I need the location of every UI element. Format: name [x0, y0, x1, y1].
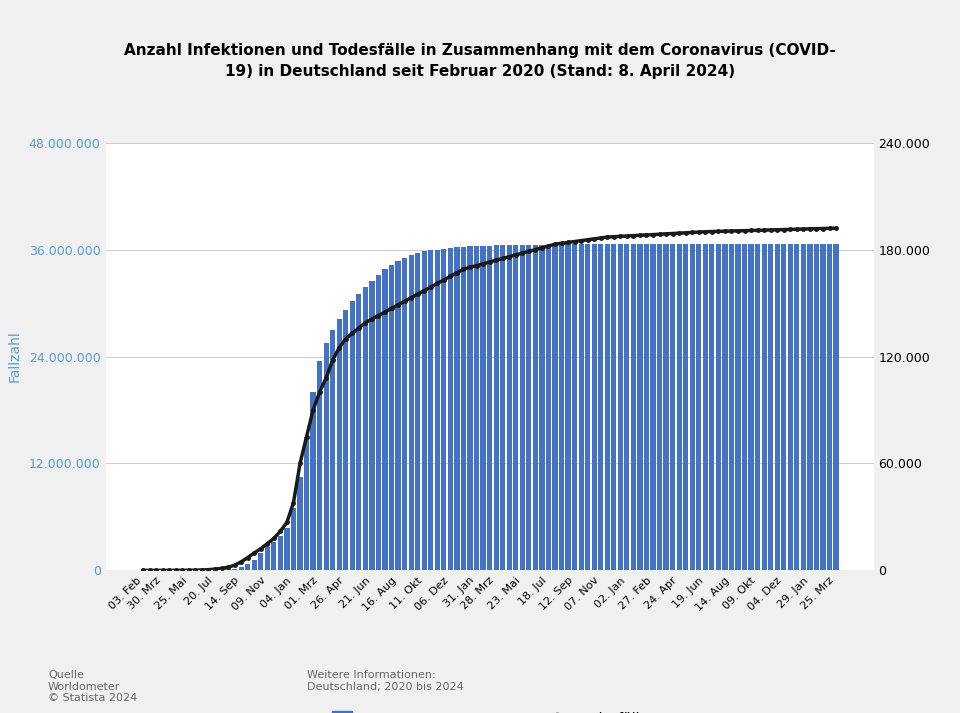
Bar	[552, 245, 558, 570]
Bar	[749, 244, 754, 570]
Bar	[605, 245, 610, 570]
Bar	[657, 244, 662, 570]
Y-axis label: Fallzahl: Fallzahl	[8, 331, 22, 382]
Bar	[396, 261, 400, 570]
Bar	[801, 244, 806, 570]
Bar	[703, 244, 708, 570]
Bar	[232, 569, 237, 570]
Bar	[684, 244, 688, 570]
Bar	[454, 247, 460, 570]
Bar	[468, 247, 472, 570]
Bar	[565, 245, 570, 570]
Bar	[435, 250, 440, 570]
Bar	[487, 245, 492, 570]
Bar	[447, 248, 453, 570]
Bar	[644, 244, 649, 570]
Bar	[677, 244, 682, 570]
Bar	[546, 245, 551, 570]
Bar	[761, 244, 767, 570]
Legend: Infektionen (kumulativ), Todesfälle: Infektionen (kumulativ), Todesfälle	[326, 706, 653, 713]
Bar	[265, 548, 270, 570]
Bar	[755, 244, 760, 570]
Text: Weitere Informationen:
Deutschland; 2020 bis 2024: Weitere Informationen: Deutschland; 2020…	[307, 670, 464, 692]
Text: Quelle
Worldometer
© Statista 2024: Quelle Worldometer © Statista 2024	[48, 670, 137, 704]
Bar	[617, 244, 623, 570]
Bar	[624, 244, 630, 570]
Bar	[729, 244, 734, 570]
Bar	[337, 319, 342, 570]
Bar	[540, 245, 544, 570]
Bar	[781, 244, 786, 570]
Bar	[637, 244, 642, 570]
Bar	[833, 244, 839, 570]
Bar	[415, 253, 420, 570]
Bar	[651, 244, 656, 570]
Bar	[788, 244, 793, 570]
Bar	[585, 245, 590, 570]
Bar	[579, 245, 584, 570]
Bar	[474, 246, 479, 570]
Bar	[421, 252, 427, 570]
Bar	[514, 245, 518, 570]
Bar	[349, 302, 355, 570]
Bar	[716, 244, 721, 570]
Bar	[768, 244, 774, 570]
Bar	[239, 567, 244, 570]
Bar	[709, 244, 714, 570]
Bar	[722, 244, 728, 570]
Bar	[382, 270, 388, 570]
Bar	[526, 245, 532, 570]
Bar	[298, 477, 302, 570]
Bar	[493, 245, 499, 570]
Bar	[612, 244, 616, 570]
Bar	[559, 245, 564, 570]
Bar	[409, 255, 414, 570]
Bar	[461, 247, 466, 570]
Bar	[343, 310, 348, 570]
Bar	[324, 343, 328, 570]
Bar	[572, 245, 577, 570]
Bar	[696, 244, 702, 570]
Bar	[442, 249, 446, 570]
Bar	[370, 281, 374, 570]
Bar	[814, 244, 819, 570]
Bar	[519, 245, 525, 570]
Bar	[631, 244, 636, 570]
Bar	[304, 437, 309, 570]
Bar	[258, 553, 263, 570]
Bar	[252, 560, 257, 570]
Bar	[317, 361, 323, 570]
Bar	[480, 246, 486, 570]
Bar	[363, 287, 368, 570]
Bar	[742, 244, 747, 570]
Bar	[245, 564, 251, 570]
Bar	[533, 245, 538, 570]
Bar	[277, 535, 283, 570]
Bar	[428, 250, 433, 570]
Bar	[735, 244, 740, 570]
Bar	[402, 257, 407, 570]
Bar	[827, 244, 832, 570]
Bar	[591, 245, 597, 570]
Bar	[807, 244, 812, 570]
Bar	[376, 275, 381, 570]
Bar	[598, 245, 603, 570]
Bar	[507, 245, 512, 570]
Bar	[310, 392, 316, 570]
Bar	[389, 265, 395, 570]
Bar	[670, 244, 675, 570]
Bar	[794, 244, 800, 570]
Bar	[284, 528, 290, 570]
Bar	[330, 330, 335, 570]
Bar	[689, 244, 695, 570]
Bar	[500, 245, 505, 570]
Bar	[821, 244, 826, 570]
Bar	[663, 244, 669, 570]
Bar	[272, 542, 276, 570]
Bar	[291, 508, 296, 570]
Text: Anzahl Infektionen und Todesfälle in Zusammenhang mit dem Coronavirus (COVID-
19: Anzahl Infektionen und Todesfälle in Zus…	[124, 43, 836, 78]
Bar	[356, 294, 362, 570]
Bar	[775, 244, 780, 570]
